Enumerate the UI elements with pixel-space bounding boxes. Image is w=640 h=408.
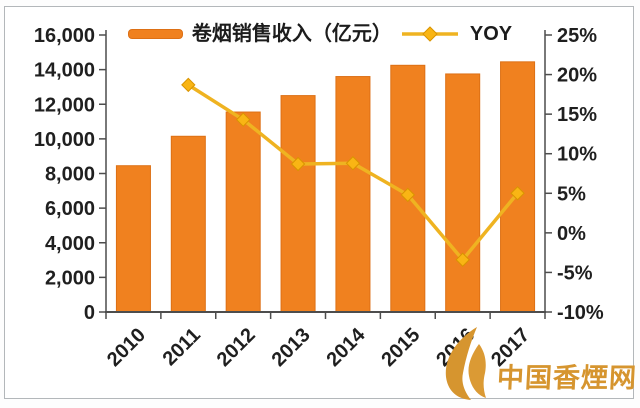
right-axis-label: -5% — [557, 262, 593, 284]
left-axis-label: 10,000 — [34, 129, 95, 151]
yoy-marker-2017 — [510, 186, 525, 201]
left-axis-label: 6,000 — [45, 198, 95, 220]
right-axis-label: 25% — [557, 25, 597, 47]
legend-line-swatch-icon — [401, 26, 458, 42]
x-label-2014: 2014 — [322, 323, 370, 371]
bar-2011 — [170, 135, 206, 313]
watermark-text: 中国香煙网 — [496, 363, 638, 393]
yoy-marker-2011 — [181, 77, 196, 93]
watermark: 中国香煙网 — [441, 326, 638, 400]
right-axis-label: 0% — [557, 223, 586, 245]
x-label-2015: 2015 — [377, 324, 424, 371]
yoy-marker-2012 — [235, 112, 251, 127]
left-axis-label: 2,000 — [45, 267, 95, 289]
right-axis-label: 5% — [557, 183, 586, 205]
left-axis-label: 14,000 — [34, 60, 95, 82]
left-axis-label: 12,000 — [34, 94, 95, 116]
x-label-2011: 2011 — [159, 324, 205, 370]
x-label-2010: 2010 — [103, 324, 150, 371]
right-axis-label: 15% — [557, 104, 597, 126]
yoy-marker-2014 — [345, 156, 361, 171]
left-axis-label: 0 — [84, 302, 95, 324]
bar-2014 — [335, 76, 371, 313]
gold-leaf-logo-icon — [445, 327, 486, 400]
bar-2013 — [280, 95, 316, 313]
chart-legend: 卷烟销售收入（亿元） YOY — [0, 21, 640, 47]
left-axis-label: 4,000 — [45, 233, 95, 255]
right-axis-label: 20% — [557, 65, 597, 87]
bar-2016 — [445, 73, 481, 313]
legend-bars-label: 卷烟销售收入（亿元） — [191, 23, 392, 45]
x-label-2013: 2013 — [268, 324, 315, 371]
bar-2012 — [225, 111, 261, 313]
left-axis-label: 16,000 — [34, 25, 95, 47]
left-axis-label: 8,000 — [45, 164, 95, 186]
right-axis-label: -10% — [557, 302, 604, 324]
yoy-marker-2015 — [400, 187, 416, 203]
yoy-marker-2016 — [455, 252, 470, 267]
right-axis-label: 10% — [557, 144, 597, 166]
legend-bar-swatch-icon — [127, 29, 183, 39]
x-label-2012: 2012 — [213, 324, 260, 371]
legend-yoy-label: YOY — [469, 23, 513, 45]
yoy-marker-2013 — [290, 156, 306, 172]
bar-2010 — [115, 165, 151, 313]
